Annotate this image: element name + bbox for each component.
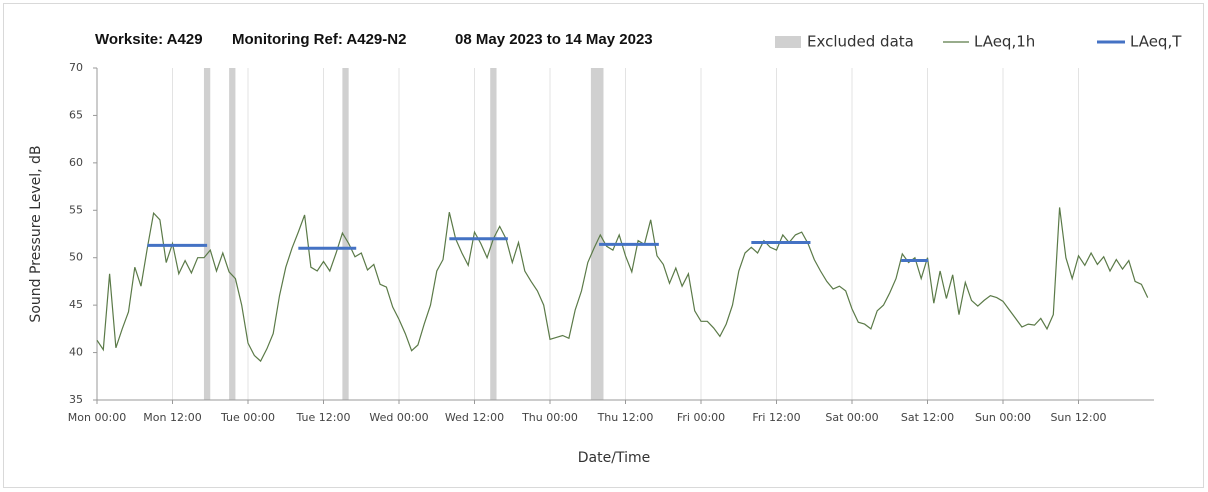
y-tick-label: 60 <box>69 156 83 169</box>
excluded-band <box>342 68 349 400</box>
x-tick-label: Sat 00:00 <box>825 411 878 424</box>
x-tick-label: Thu 00:00 <box>521 411 578 424</box>
y-axis-label: Sound Pressure Level, dB <box>28 145 44 322</box>
x-axis-label: Date/Time <box>578 450 650 466</box>
x-tick-label: Fri 12:00 <box>752 411 800 424</box>
x-tick-label: Thu 12:00 <box>597 411 654 424</box>
y-tick-label: 50 <box>69 251 83 264</box>
excluded-band <box>490 68 497 400</box>
x-tick-label: Sat 12:00 <box>901 411 954 424</box>
y-tick-label: 70 <box>69 61 83 74</box>
title-worksite: Worksite: A429 <box>95 31 203 48</box>
legend-label: Excluded data <box>807 33 914 51</box>
x-tick-label: Sun 00:00 <box>975 411 1031 424</box>
y-tick-label: 40 <box>69 346 83 359</box>
x-tick-label: Wed 12:00 <box>445 411 504 424</box>
excluded-band <box>203 68 211 400</box>
legend-label: LAeq,T <box>1130 33 1182 51</box>
y-tick-label: 55 <box>69 203 83 216</box>
legend-label: LAeq,1h <box>974 33 1035 51</box>
x-tick-label: Sun 12:00 <box>1050 411 1106 424</box>
excluded-band <box>590 68 604 400</box>
x-tick-label: Wed 00:00 <box>369 411 428 424</box>
y-tick-label: 35 <box>69 393 83 406</box>
x-tick-label: Tue 12:00 <box>296 411 351 424</box>
y-tick-label: 65 <box>69 108 83 121</box>
x-tick-label: Mon 00:00 <box>68 411 126 424</box>
x-tick-label: Mon 12:00 <box>143 411 201 424</box>
legend-swatch <box>775 36 801 48</box>
x-tick-label: Fri 00:00 <box>677 411 725 424</box>
excluded-band <box>229 68 236 400</box>
title-ref: Monitoring Ref: A429-N2 <box>232 31 406 48</box>
y-tick-label: 45 <box>69 298 83 311</box>
title-dates: 08 May 2023 to 14 May 2023 <box>455 31 653 48</box>
x-tick-label: Tue 00:00 <box>220 411 275 424</box>
